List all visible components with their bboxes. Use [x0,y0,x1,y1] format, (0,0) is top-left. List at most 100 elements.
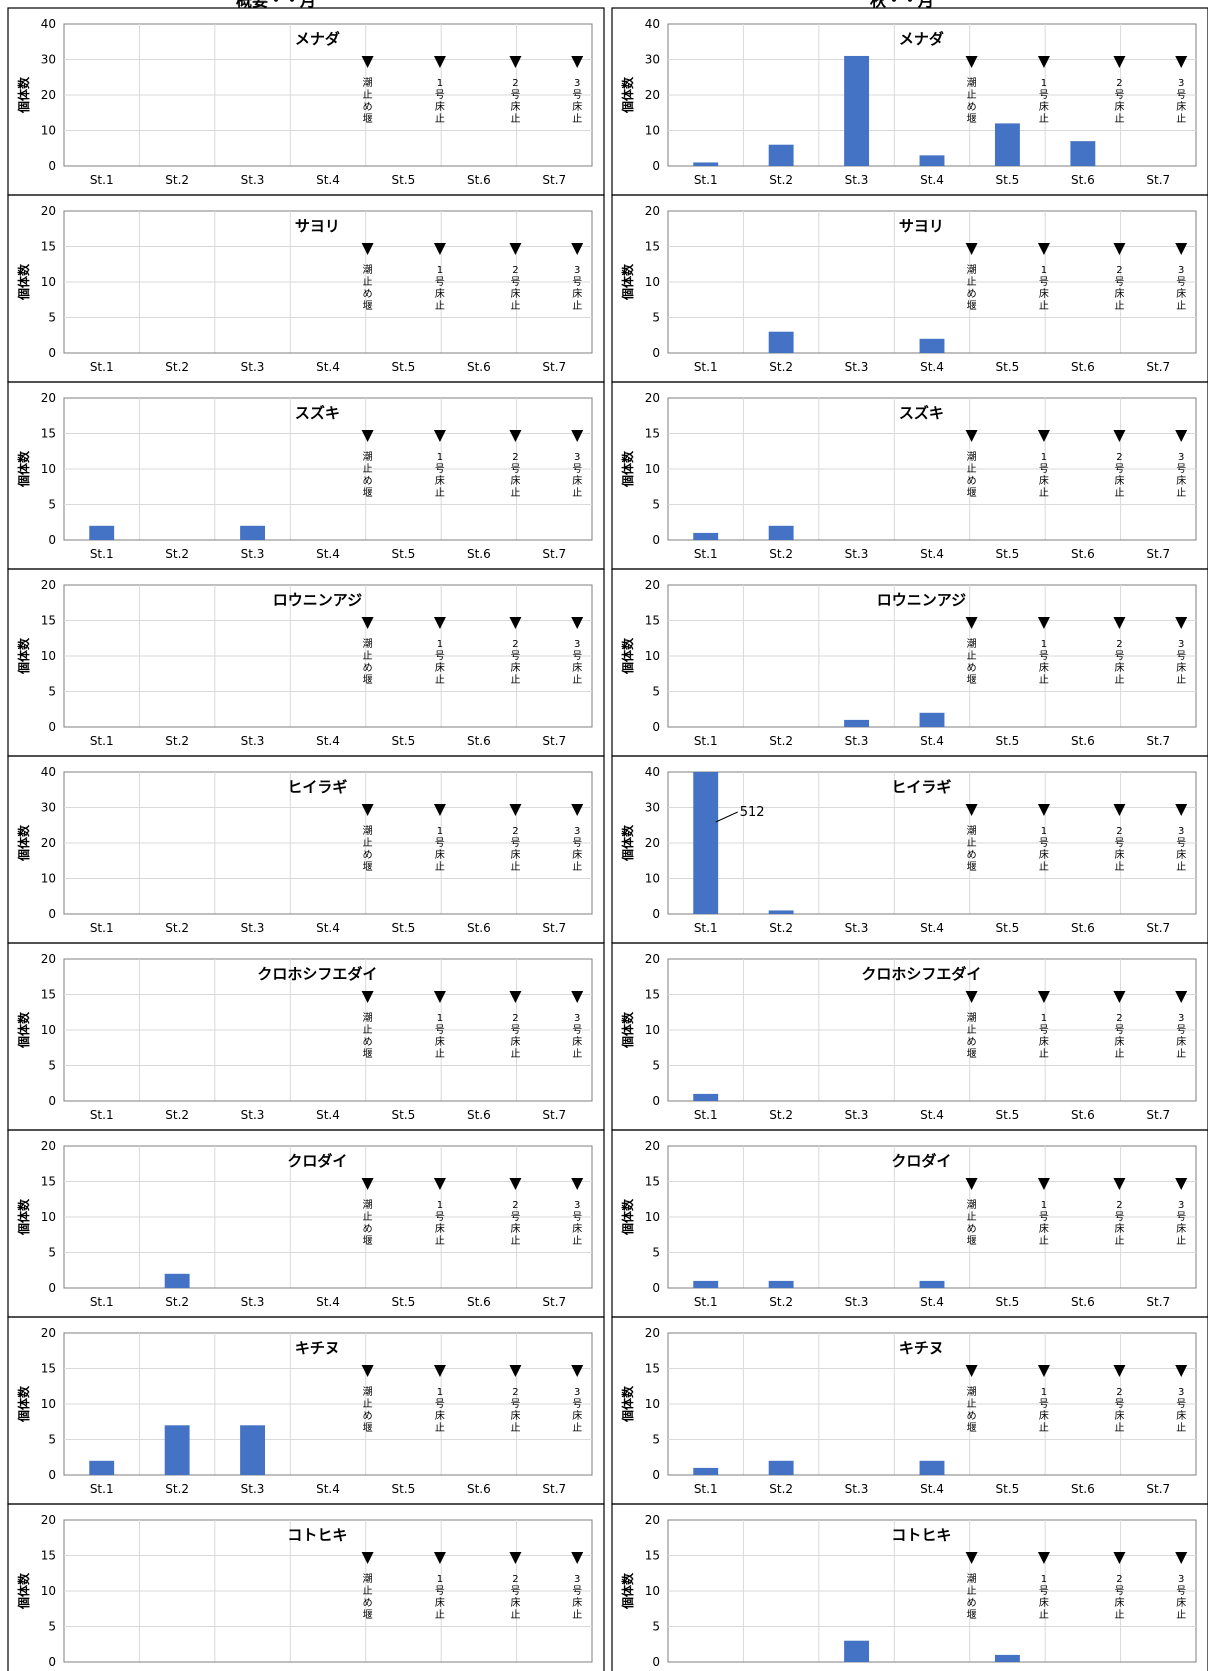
x-tick-label: St.3 [241,1108,265,1122]
structure-marker-label: 3 号床止 [1176,639,1186,686]
y-tick-label: 0 [48,1281,56,1295]
x-tick-label: St.4 [920,173,944,187]
structure-marker-label: 3 号床止 [572,826,582,873]
chart-title: ロウニンアジ [877,591,966,609]
x-tick-label: St.3 [845,1669,869,1671]
x-tick-label: St.1 [90,921,114,935]
chart-title: ヒイラギ [891,778,951,796]
x-tick-label: St.3 [241,921,265,935]
chart-title: キチヌ [295,1339,340,1357]
chart-title: クロダイ [287,1152,347,1170]
structure-marker-icon [1037,1365,1050,1377]
y-tick-label: 20 [645,1513,660,1527]
structure-marker-label: 2 号床止 [510,826,520,873]
y-tick-label: 5 [652,1246,660,1260]
chart-panel-9: 0 10 20 30 40 St.1 St.2 St.3 St.4 St.5 St.6 St.7 個体数… [7,755,605,944]
y-tick-label: 40 [41,765,56,779]
chart-panel-2: 0 10 20 30 40 St.1 St.2 St.3 St.4 St.5 St.6 St.7 個体数… [611,7,1208,196]
x-tick-label: St.6 [467,173,491,187]
structure-marker-icon [361,991,374,1003]
x-tick-label: St.7 [1146,173,1170,187]
structure-marker-label: 3 号床止 [1176,1574,1186,1621]
chart-panel-15: 0 5 10 15 20 St.1 St.2 St.3 St.4 St.5 St.6 St.7 個体数 キ… [7,1316,605,1505]
y-tick-label: 15 [645,988,660,1002]
y-tick-label: 20 [645,204,660,218]
x-tick-label: St.4 [920,1669,944,1671]
chart-panel-4: 0 5 10 15 20 St.1 St.2 St.3 St.4 St.5 St.6 St.7 個体数 サ… [611,194,1208,383]
x-tick-label: St.6 [1071,1108,1095,1122]
chart-panel-13: 0 5 10 15 20 St.1 St.2 St.3 St.4 St.5 St.6 St.7 個体数 ク… [7,1129,605,1318]
y-axis-label: 個体数 [620,1198,635,1236]
x-tick-label: St.4 [920,1108,944,1122]
y-tick-label: 0 [48,907,56,921]
structure-marker-icon [571,991,584,1003]
y-tick-label: 15 [41,1175,56,1189]
x-tick-label: St.2 [165,360,189,374]
structure-marker-icon [965,1552,978,1564]
structure-marker-icon [433,617,446,629]
structure-marker-label: 3 号床止 [1176,78,1186,125]
header-right: 秋・・月 [870,0,934,10]
x-tick-label: St.4 [316,1669,340,1671]
structure-marker-label: 2 号床止 [510,1013,520,1060]
structure-marker-label: 潮止め堰 [967,76,977,125]
x-tick-label: St.1 [694,360,718,374]
y-tick-label: 0 [652,720,660,734]
structure-marker-icon [1037,991,1050,1003]
x-tick-label: St.2 [769,547,793,561]
structure-marker-label: 2 号床止 [510,1387,520,1434]
y-axis-label: 個体数 [16,824,31,862]
y-tick-label: 20 [41,204,56,218]
y-tick-label: 0 [48,159,56,173]
x-tick-label: St.6 [467,1669,491,1671]
structure-marker-label: 潮止め堰 [363,824,373,873]
x-tick-label: St.6 [1071,547,1095,561]
y-axis-label: 個体数 [16,450,31,488]
chart-title: ロウニンアジ [273,591,362,609]
structure-marker-label: 潮止め堰 [363,76,373,125]
y-tick-label: 5 [652,1433,660,1447]
x-tick-label: St.1 [90,360,114,374]
chart-panel-8: 0 5 10 15 20 St.1 St.2 St.3 St.4 St.5 St.6 St.7 個体数 ロ… [611,568,1208,757]
chart-panel-11: 0 5 10 15 20 St.1 St.2 St.3 St.4 St.5 St.6 St.7 個体数 ク… [7,942,605,1131]
structure-marker-icon [433,1178,446,1190]
y-tick-label: 10 [645,1397,660,1411]
structure-marker-label: 1 号床止 [1039,1387,1049,1434]
x-tick-label: St.5 [996,921,1020,935]
chart-title: ヒイラギ [287,778,347,796]
structure-marker-label: 2 号床止 [1114,78,1124,125]
x-tick-label: St.1 [694,1108,718,1122]
structure-marker-icon [433,430,446,442]
bar-st2 [164,1425,190,1475]
bar-st1 [89,1460,115,1475]
chart-panel-17: 0 5 10 15 20 St.1 St.2 St.3 St.4 St.5 St.6 St.7 個体数 コ… [7,1503,605,1671]
x-tick-label: St.3 [241,360,265,374]
structure-marker-icon [1113,1178,1126,1190]
y-tick-label: 10 [645,872,660,886]
structure-marker-label: 3 号床止 [572,78,582,125]
structure-marker-label: 潮止め堰 [967,1198,977,1247]
y-tick-label: 15 [41,1362,56,1376]
x-tick-label: St.3 [845,734,869,748]
x-tick-label: St.5 [996,1295,1020,1309]
structure-marker-icon [571,56,584,68]
y-tick-label: 20 [645,1326,660,1340]
y-tick-label: 40 [645,17,660,31]
y-tick-label: 0 [652,533,660,547]
x-tick-label: St.2 [165,173,189,187]
x-tick-label: St.3 [845,547,869,561]
x-tick-label: St.7 [542,734,566,748]
structure-marker-label: 1 号床止 [1039,265,1049,312]
y-tick-label: 5 [652,685,660,699]
y-tick-label: 10 [41,1584,56,1598]
structure-marker-icon [571,1365,584,1377]
y-tick-label: 20 [41,578,56,592]
x-tick-label: St.1 [90,547,114,561]
chart-panel-6: 0 5 10 15 20 St.1 St.2 St.3 St.4 St.5 St.6 St.7 個体数 ス… [611,381,1208,570]
y-tick-label: 5 [48,1246,56,1260]
x-tick-label: St.4 [316,921,340,935]
x-tick-label: St.2 [165,1108,189,1122]
x-tick-label: St.2 [769,734,793,748]
y-tick-label: 30 [645,801,660,815]
structure-marker-label: 3 号床止 [572,265,582,312]
